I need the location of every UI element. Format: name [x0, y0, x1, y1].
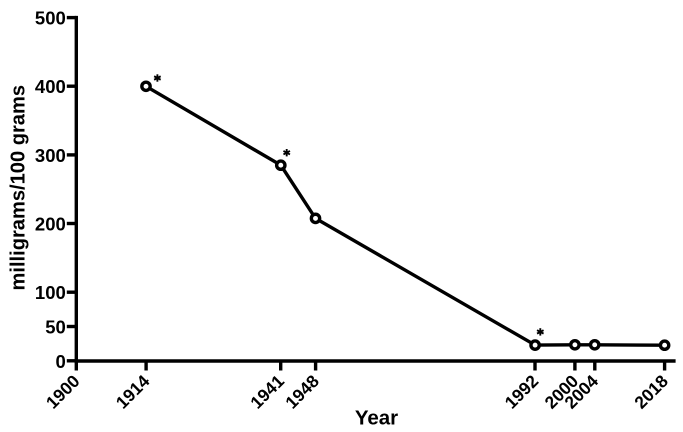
svg-text:milligrams/100 grams: milligrams/100 grams [8, 85, 30, 291]
svg-text:500: 500 [35, 8, 66, 29]
svg-text:200: 200 [35, 214, 66, 235]
svg-text:100: 100 [35, 282, 66, 303]
svg-text:1914: 1914 [112, 371, 154, 413]
svg-text:Year: Year [355, 407, 398, 430]
svg-text:400: 400 [35, 76, 66, 97]
svg-text:0: 0 [56, 351, 66, 372]
svg-text:2018: 2018 [630, 371, 672, 413]
svg-text:1900: 1900 [42, 371, 84, 413]
svg-text:1992: 1992 [501, 371, 543, 413]
svg-text:1948: 1948 [281, 371, 323, 413]
svg-text:1941: 1941 [246, 371, 288, 413]
svg-text:50: 50 [45, 317, 66, 338]
svg-text:300: 300 [35, 145, 66, 166]
